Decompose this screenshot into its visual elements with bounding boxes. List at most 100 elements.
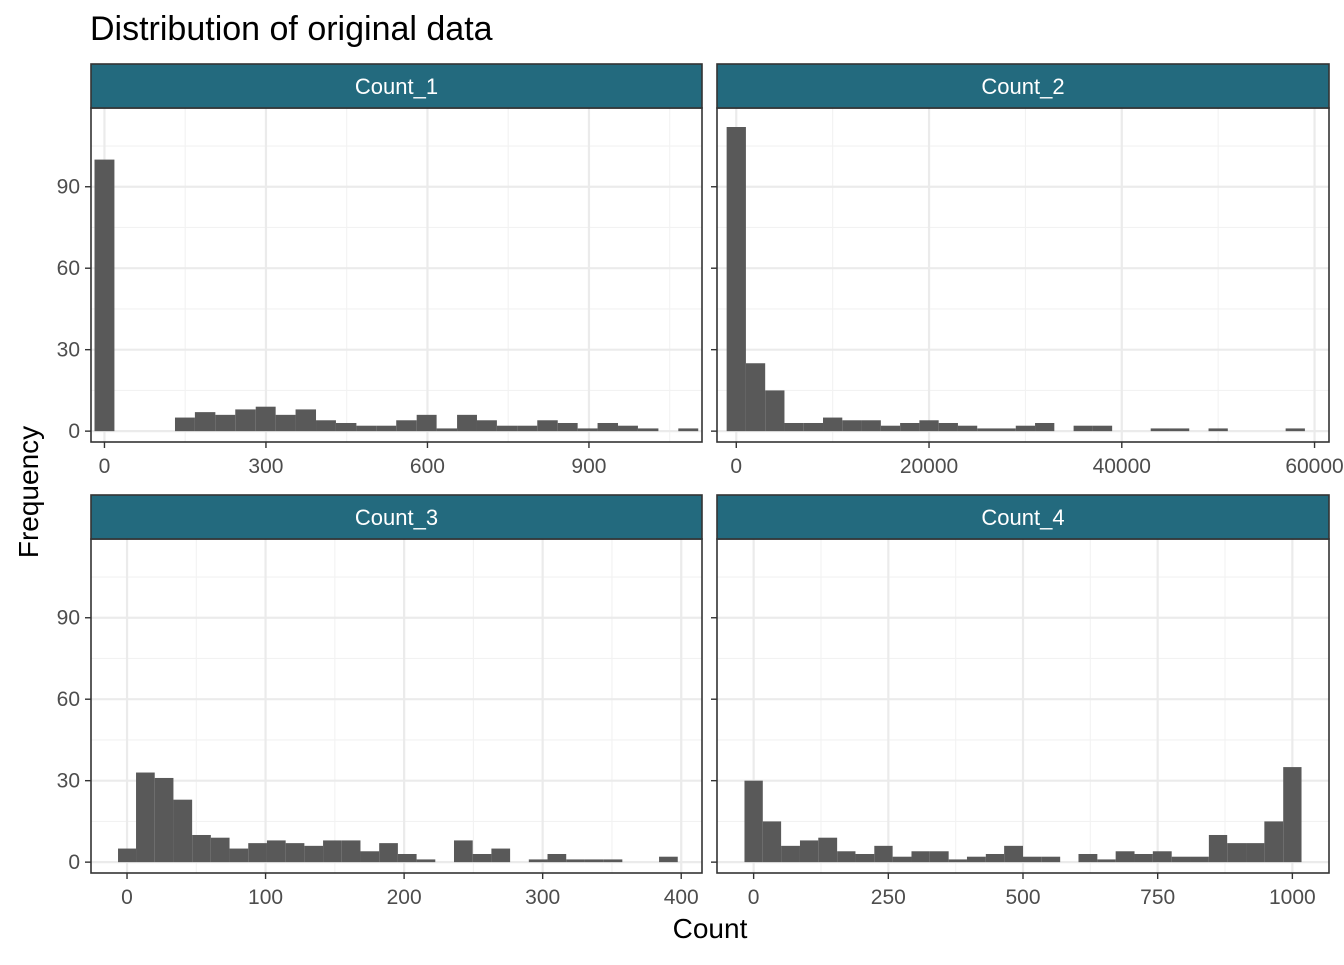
- x-tick-label: 300: [525, 886, 560, 909]
- histogram-bar: [659, 856, 678, 863]
- facet-strip-label: Count_3: [355, 505, 438, 530]
- histogram-bar: [341, 840, 361, 863]
- histogram-bar: [603, 859, 623, 863]
- histogram-bar: [745, 363, 766, 432]
- histogram-bar: [154, 777, 174, 863]
- histogram-bar: [356, 425, 377, 432]
- x-tick-label: 60000: [1285, 455, 1343, 478]
- histogram-bar: [335, 422, 357, 432]
- histogram-bar: [842, 420, 862, 432]
- facet-strip: [90, 494, 703, 540]
- histogram-bar: [537, 420, 558, 432]
- histogram-bar: [818, 837, 838, 863]
- y-tick-label: 0: [68, 851, 80, 874]
- histogram-bar: [1152, 851, 1172, 863]
- histogram-bar: [784, 422, 804, 432]
- facet-strip: [716, 494, 1330, 540]
- histogram-bar: [929, 851, 949, 863]
- histogram-bar: [1015, 425, 1036, 432]
- y-tick-label: 90: [57, 607, 80, 630]
- histogram-bar: [726, 127, 746, 432]
- x-tick-label: 0: [121, 886, 133, 909]
- histogram-bar: [1092, 425, 1113, 432]
- x-tick-label: 750: [1140, 886, 1175, 909]
- facet-strip-label: Count_1: [355, 74, 438, 99]
- histogram-bar: [491, 848, 511, 863]
- histogram-bar: [397, 853, 417, 863]
- facet-strip: [90, 63, 703, 109]
- histogram-bar: [248, 843, 267, 863]
- histogram-bar: [517, 425, 538, 432]
- histogram-bar: [1023, 856, 1042, 863]
- histogram-bar: [1208, 428, 1228, 432]
- histogram-bar: [379, 843, 398, 863]
- histogram-bar: [396, 420, 417, 432]
- histogram-bar: [781, 845, 800, 863]
- histogram-bar: [118, 848, 137, 863]
- histogram-bar: [837, 851, 856, 863]
- histogram-bar: [566, 859, 585, 863]
- facet-panel-4: Count_4 0 250 500 750 1000: [711, 494, 1330, 909]
- histogram-bar: [1283, 767, 1302, 863]
- x-tick-label: 300: [248, 455, 283, 478]
- histogram-bar: [977, 428, 997, 432]
- histogram-bar: [215, 414, 236, 432]
- x-tick-label: 500: [1005, 886, 1040, 909]
- facet-strip-label: Count_4: [981, 505, 1064, 530]
- histogram-bar: [1208, 834, 1228, 863]
- facet-panel-3: Count_3 0 30 60 90 0 100 200 300 400: [57, 494, 703, 909]
- facet-panel-2: Count_2 0 20000 40000 60000: [711, 63, 1344, 478]
- histogram-bar: [957, 425, 978, 432]
- histogram-bar: [584, 859, 604, 863]
- histogram-bar: [1097, 859, 1116, 863]
- histogram-bar: [453, 840, 473, 863]
- histogram-bar: [948, 859, 967, 863]
- histogram-bar: [266, 840, 286, 863]
- histogram-bar: [823, 417, 843, 432]
- y-tick-label: 30: [57, 339, 80, 362]
- histogram-bar: [210, 837, 230, 863]
- histogram-bar: [323, 840, 342, 863]
- histogram-bar: [528, 859, 548, 863]
- chart-title: Distribution of original data: [90, 10, 493, 48]
- histogram-bar: [855, 853, 875, 863]
- x-axis-title: Count: [673, 913, 748, 944]
- histogram-bar: [577, 428, 598, 432]
- histogram-bar: [597, 422, 619, 432]
- histogram-bar: [637, 428, 659, 432]
- x-tick-label: 40000: [1093, 455, 1151, 478]
- histogram-bar: [1285, 428, 1305, 432]
- histogram-bar: [618, 425, 638, 432]
- histogram-bar: [285, 843, 305, 863]
- histogram-bar: [416, 859, 436, 863]
- panel-background: [91, 108, 702, 442]
- histogram-bar: [1073, 425, 1093, 432]
- x-tick-label: 0: [99, 455, 111, 478]
- histogram-bar: [996, 428, 1016, 432]
- y-tick-label: 90: [57, 176, 80, 199]
- histogram-bar: [762, 821, 782, 863]
- histogram-bar: [1078, 853, 1098, 863]
- histogram-bar: [1171, 856, 1191, 863]
- y-tick-label: 0: [68, 420, 80, 443]
- histogram-bar: [416, 414, 437, 432]
- histogram-bar: [1041, 856, 1061, 863]
- histogram-bar: [985, 853, 1005, 863]
- histogram-bar: [360, 851, 380, 863]
- histogram-bar: [1190, 856, 1209, 863]
- histogram-bar: [376, 425, 397, 432]
- histogram-bar: [476, 420, 497, 432]
- histogram-bar: [557, 422, 578, 432]
- histogram-bar: [94, 159, 115, 432]
- panel-background: [91, 539, 702, 873]
- x-tick-label: 400: [664, 886, 699, 909]
- histogram-bar: [678, 428, 699, 432]
- histogram-bar: [457, 414, 477, 432]
- histogram-bar: [1150, 428, 1170, 432]
- histogram-bar: [1169, 428, 1190, 432]
- histogram-bar: [744, 780, 763, 863]
- histogram-bar: [547, 853, 567, 863]
